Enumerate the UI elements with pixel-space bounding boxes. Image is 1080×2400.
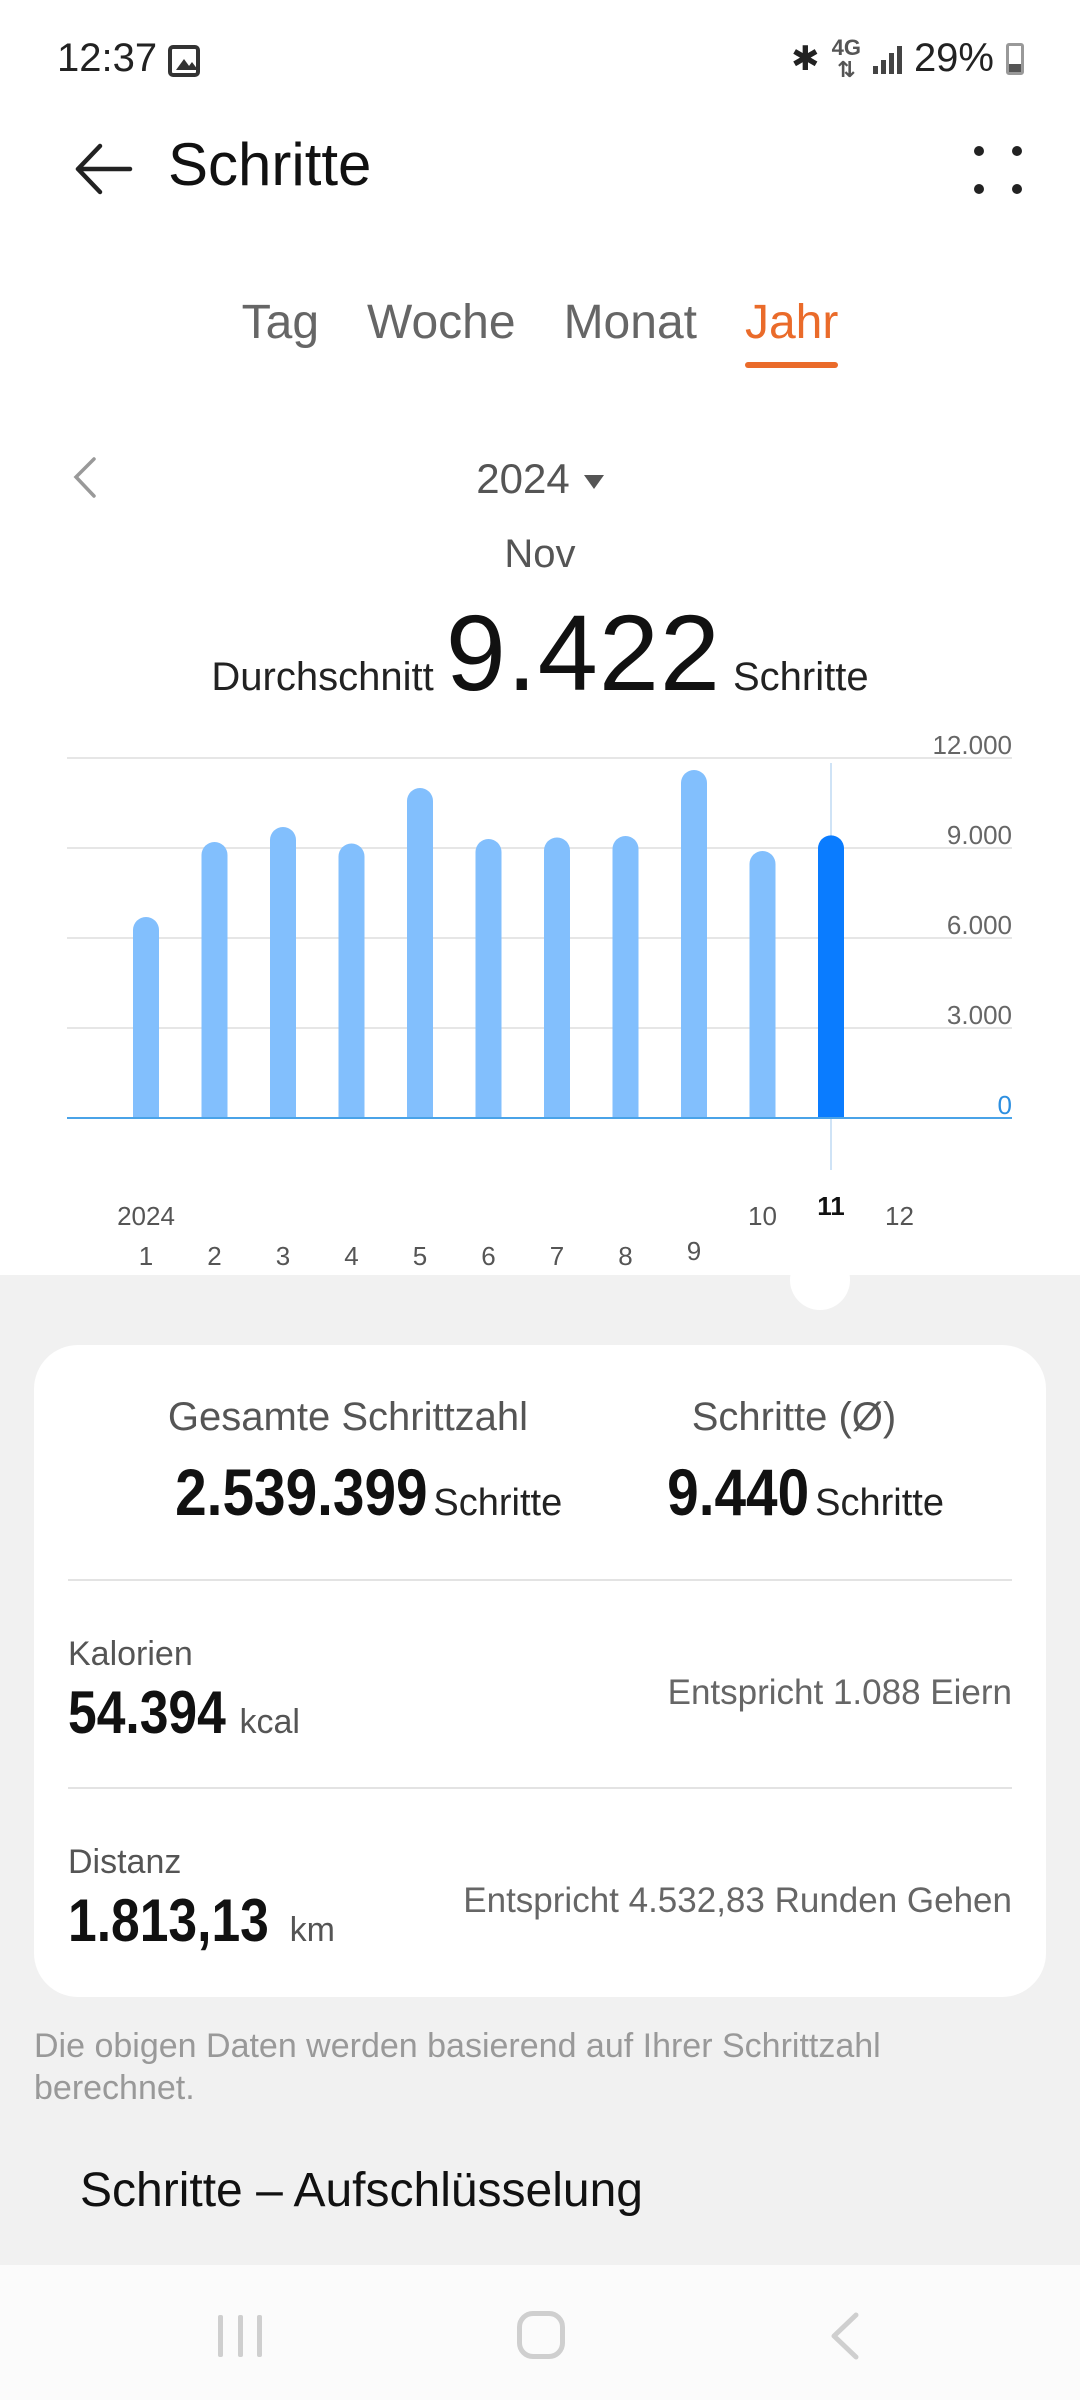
x-tick-label: 1	[139, 1241, 153, 1271]
average-value: 9.422	[445, 592, 721, 713]
bar-base	[338, 1104, 365, 1118]
average-steps-value: 9.440	[667, 1455, 810, 1529]
tab-day[interactable]: Tag	[241, 296, 320, 349]
distance-unit: km	[289, 1911, 335, 1949]
bar-base	[475, 1104, 502, 1118]
home-icon[interactable]	[517, 2311, 565, 2359]
x-tick-label: 6	[481, 1241, 495, 1271]
calories-unit: kcal	[239, 1703, 300, 1741]
bar[interactable]	[270, 827, 296, 1118]
bar-base	[612, 1104, 639, 1118]
x-tick-label: 5	[413, 1241, 427, 1271]
bar[interactable]	[475, 839, 502, 1118]
bar[interactable]	[201, 842, 228, 1118]
selected-bar[interactable]	[818, 835, 844, 1118]
divider	[68, 1787, 1012, 1789]
status-bar: 12:37 ✱ 4G ⇅ 29%	[0, 0, 1080, 120]
app-bar: Schritte	[0, 120, 1080, 220]
bar-base	[544, 1104, 570, 1118]
x-axis-year-label: 2024	[117, 1201, 175, 1231]
y-tick-label: 3.000	[947, 1000, 1012, 1030]
status-time: 12:37	[57, 36, 158, 80]
bar-base	[407, 1104, 433, 1118]
bar-base	[201, 1104, 228, 1118]
x-tick-label: 2	[207, 1241, 221, 1271]
bar-base	[681, 1104, 707, 1118]
image-icon	[168, 45, 200, 77]
distance-row: Distanz 1.813,13 km Entspricht 4.532,83 R…	[68, 1843, 1012, 1955]
x-tick-label: 4	[344, 1241, 358, 1271]
calculation-note: Die obigen Daten werden basierend auf Ih…	[34, 2027, 881, 2107]
nav-back-icon[interactable]	[820, 2309, 870, 2363]
x-tick-label: 9	[687, 1236, 701, 1266]
y-tick-label: 0	[998, 1090, 1012, 1120]
selected-month: Nov	[504, 532, 576, 576]
bar[interactable]	[338, 843, 365, 1119]
recent-apps-icon[interactable]	[218, 2315, 262, 2357]
distance-label: Distanz	[68, 1843, 182, 1881]
total-steps-value: 2.539.399	[174, 1455, 428, 1529]
page-title: Schritte	[168, 131, 372, 198]
bar[interactable]	[612, 836, 639, 1118]
y-tick-label: 12.000	[932, 730, 1012, 760]
battery-icon	[1006, 42, 1024, 75]
bar[interactable]	[407, 788, 433, 1118]
steps-breakdown-heading[interactable]: Schritte – Aufschlüsselung	[80, 2164, 643, 2217]
average-steps-label: Schritte (Ø)	[691, 1395, 897, 1439]
bar-base	[749, 1104, 776, 1118]
average-steps: Schritte (Ø) 9.440 Schritte	[584, 1395, 1004, 1530]
tab-year[interactable]: Jahr	[744, 295, 839, 368]
summary-card: Gesamte Schrittzahl 2.539.399 Schritte Sc…	[34, 1345, 1046, 1997]
tab-month[interactable]: Monat	[563, 296, 697, 349]
y-tick-label: 9.000	[947, 820, 1012, 850]
distance-value: 1.813,13	[68, 1887, 269, 1954]
chart-scroll-handle[interactable]	[790, 1250, 850, 1310]
average-unit: Schritte	[732, 655, 869, 699]
back-arrow-icon[interactable]	[70, 136, 136, 202]
bar-base	[270, 1104, 296, 1118]
bar[interactable]	[544, 837, 570, 1119]
battery-percent: 29%	[913, 36, 994, 80]
distance-equivalent: Entspricht 4.532,83 Runden Gehen	[463, 1881, 1012, 1920]
average-summary: Durchschnitt 9.422 Schritte	[0, 590, 1080, 715]
status-icons: ✱ 4G ⇅ 29%	[791, 36, 1024, 81]
bar-base	[818, 1104, 844, 1118]
year-label: 2024	[476, 455, 570, 502]
previous-year-chevron-icon[interactable]	[70, 455, 100, 500]
calories-row: Kalorien 54.394 kcal Entspricht 1.088 Eie…	[68, 1635, 1012, 1747]
x-tick-label: 8	[618, 1241, 632, 1271]
calories-equivalent: Entspricht 1.088 Eiern	[667, 1673, 1012, 1712]
average-steps-unit: Schritte	[815, 1482, 944, 1524]
bar-base	[133, 1104, 159, 1118]
year-selector[interactable]: 2024	[0, 455, 1080, 503]
total-steps-unit: Schritte	[433, 1482, 563, 1524]
4g-data-icon: 4G ⇅	[831, 34, 861, 82]
period-tabs: Tag Woche Monat Jahr	[0, 295, 1080, 368]
y-tick-label: 6.000	[947, 910, 1012, 940]
total-steps: Gesamte Schrittzahl 2.539.399 Schritte	[88, 1395, 608, 1530]
bar[interactable]	[749, 851, 776, 1118]
network-label: 4G	[831, 34, 861, 60]
dropdown-caret-icon	[583, 474, 604, 489]
x-tick-label: 3	[276, 1241, 290, 1271]
bluetooth-icon: ✱	[791, 39, 820, 78]
signal-icon	[872, 44, 902, 74]
average-label: Durchschnitt	[211, 655, 434, 699]
x-tick-label: 10	[748, 1201, 777, 1231]
system-nav-bar	[0, 2265, 1080, 2400]
calories-value: 54.394	[68, 1679, 226, 1746]
x-tick-label: 11	[817, 1191, 845, 1221]
tab-week[interactable]: Woche	[367, 296, 516, 349]
bar[interactable]	[133, 917, 159, 1118]
divider	[68, 1579, 1012, 1581]
total-steps-label: Gesamte Schrittzahl	[167, 1395, 529, 1439]
calories-label: Kalorien	[68, 1635, 193, 1673]
bar[interactable]	[681, 770, 707, 1118]
more-options-icon[interactable]	[968, 140, 1028, 200]
x-tick-label: 12	[885, 1201, 914, 1231]
x-tick-label: 7	[550, 1241, 564, 1271]
